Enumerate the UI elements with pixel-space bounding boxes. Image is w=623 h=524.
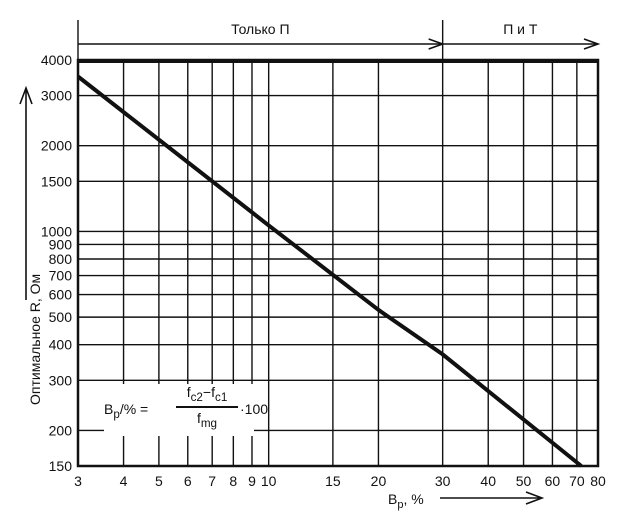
y-tick-label: 150	[49, 458, 73, 474]
grid	[77, 59, 599, 467]
x-tick-label: 70	[569, 473, 585, 489]
y-tick-label: 800	[49, 251, 73, 267]
formula-lhs: Bp/% =	[104, 401, 149, 421]
y-tick-label: 1500	[41, 173, 72, 189]
formula-box: Bp/% = fc2−fc1 fmg ·100	[104, 384, 268, 436]
y-tick-label: 4000	[41, 52, 72, 68]
y-tick-label: 700	[49, 268, 73, 284]
x-tick-label: 15	[325, 473, 341, 489]
x-tick-label: 40	[480, 473, 496, 489]
x-tick-labels: 3 4 5 6 7 8 9 10 15 20 30 40 50 60 70 80	[74, 473, 606, 489]
y-tick-label: 200	[49, 422, 73, 438]
formula-fraction: fc2−fc1 fmg	[176, 384, 238, 430]
x-axis-arrow	[440, 491, 545, 505]
y-tick-label: 400	[49, 337, 73, 353]
y-axis-label: Оптимальное R, Ом	[27, 274, 43, 405]
x-tick-label: 5	[155, 473, 163, 489]
region-arrowhead	[583, 38, 601, 50]
y-tick-label: 600	[49, 287, 73, 303]
x-tick-label: 10	[261, 473, 277, 489]
x-tick-label: 8	[229, 473, 237, 489]
x-tick-label: 50	[516, 473, 532, 489]
region-band: Только П П и Т	[77, 20, 601, 60]
x-tick-label: 80	[590, 473, 606, 489]
y-axis-arrow	[19, 85, 33, 300]
series-layer	[76, 74, 583, 468]
region-label: П и Т	[503, 21, 538, 37]
region-label: Только П	[231, 21, 289, 37]
x-tick-label: 60	[545, 473, 561, 489]
y-tick-label: 3000	[41, 88, 72, 104]
y-tick-label: 300	[49, 372, 73, 388]
y-tick-label: 2000	[41, 138, 72, 154]
x-tick-label: 6	[184, 473, 192, 489]
x-axis-label: Bp, %	[388, 491, 424, 511]
x-tick-label: 3	[74, 473, 82, 489]
y-tick-label: 1000	[41, 223, 72, 239]
x-tick-label: 9	[248, 473, 256, 489]
formula-denominator: fmg	[196, 409, 218, 430]
formula-numerator: fc2−fc1	[176, 384, 238, 408]
series-line	[76, 74, 583, 468]
x-tick-label: 20	[371, 473, 387, 489]
y-tick-label: 500	[49, 309, 73, 325]
formula-tail: ·100	[240, 401, 269, 417]
x-tick-label: 30	[435, 473, 451, 489]
x-tick-label: 7	[208, 473, 216, 489]
x-tick-label: 4	[120, 473, 128, 489]
y-tick-label: 900	[49, 236, 73, 252]
